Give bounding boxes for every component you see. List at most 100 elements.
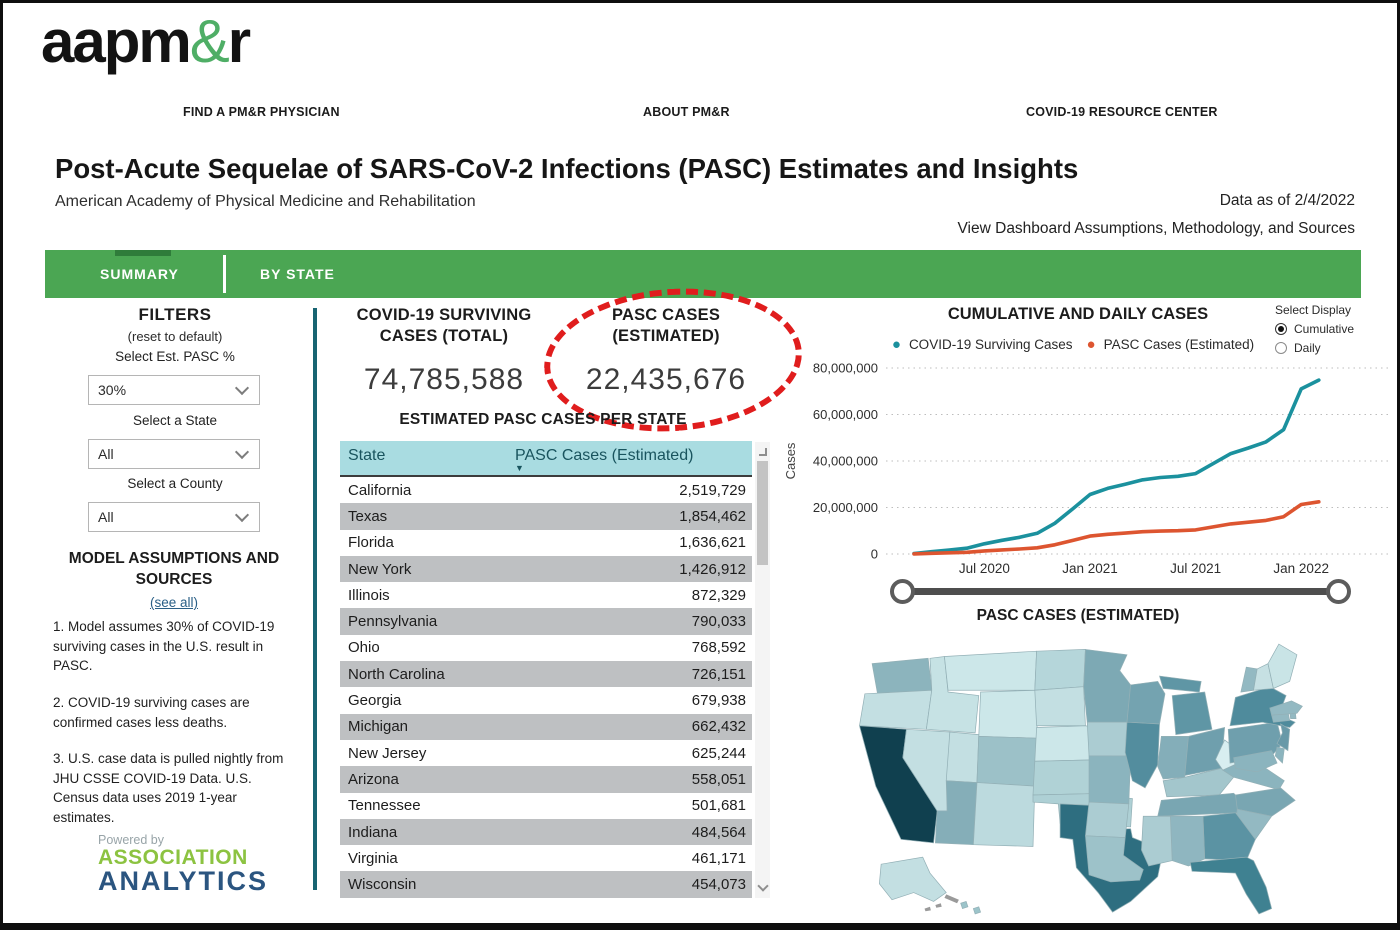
map-state-NM[interactable] bbox=[972, 782, 1036, 847]
map-state-AL[interactable] bbox=[1170, 815, 1206, 867]
kpi-surviving-value: 74,785,588 bbox=[363, 363, 525, 396]
map-state-HI[interactable] bbox=[972, 906, 982, 915]
table-row[interactable]: Michigan 662,432 bbox=[340, 713, 752, 740]
state-select[interactable]: All bbox=[88, 439, 260, 469]
pasc-percent-select[interactable]: 30% bbox=[88, 375, 260, 405]
slider-handle-left[interactable] bbox=[890, 579, 915, 604]
time-range-slider[interactable] bbox=[898, 588, 1335, 595]
map-state-MD[interactable] bbox=[1233, 750, 1278, 773]
table-row[interactable]: Texas 1,854,462 bbox=[340, 503, 752, 530]
logo-r: r bbox=[227, 8, 251, 75]
map-state-MO[interactable] bbox=[1088, 755, 1131, 805]
map-state-IL[interactable] bbox=[1124, 721, 1160, 789]
view-assumptions-link[interactable]: View Dashboard Assumptions, Methodology,… bbox=[957, 220, 1356, 237]
nav-about[interactable]: ABOUT PM&R bbox=[643, 105, 730, 119]
pasc-cases-cell: 1,636,621 bbox=[679, 534, 746, 552]
see-all-link[interactable]: (see all) bbox=[149, 595, 198, 610]
table-scrollbar-thumb[interactable] bbox=[757, 461, 768, 565]
aapmr-logo[interactable]: aapm&r bbox=[41, 7, 251, 76]
scroll-up-icon[interactable] bbox=[759, 448, 767, 456]
county-select-value: All bbox=[98, 509, 114, 525]
page-title: Post-Acute Sequelae of SARS-CoV-2 Infect… bbox=[55, 153, 1079, 184]
map-state-FL[interactable] bbox=[1189, 856, 1273, 915]
map-state-SD[interactable] bbox=[1034, 686, 1086, 727]
map-aleutian-islands bbox=[935, 903, 942, 908]
pasc-cases-cell: 454,073 bbox=[691, 876, 746, 894]
state-name-cell: Ohio bbox=[348, 639, 380, 657]
radio-daily-label: Daily bbox=[1294, 341, 1321, 355]
trend-chart: 0 20,000,000 40,000,000 60,000,000 80,000,00… bbox=[783, 361, 1389, 576]
column-header-state[interactable]: State bbox=[348, 447, 386, 464]
table-row[interactable]: Tennessee 501,681 bbox=[340, 793, 752, 819]
svg-text:40,000,000: 40,000,000 bbox=[813, 454, 878, 469]
map-state-OR[interactable] bbox=[859, 689, 933, 730]
table-row[interactable]: California 2,519,729 bbox=[340, 477, 752, 503]
map-state-MI[interactable] bbox=[1159, 675, 1202, 693]
map-state-ND[interactable] bbox=[1034, 649, 1086, 691]
map-state-WA[interactable] bbox=[871, 657, 933, 695]
table-row[interactable]: Indiana 484,564 bbox=[340, 818, 752, 846]
radio-selected-icon[interactable] bbox=[1275, 323, 1287, 335]
map-state-MA[interactable] bbox=[1269, 700, 1303, 716]
table-row[interactable]: New York 1,426,912 bbox=[340, 555, 752, 583]
kpi-pasc-label: PASC CASES (ESTIMATED) bbox=[611, 306, 721, 346]
scroll-down-icon[interactable] bbox=[757, 880, 769, 892]
map-state-AK[interactable] bbox=[878, 856, 947, 902]
tab-by-state[interactable]: BY STATE bbox=[260, 266, 335, 282]
map-state-WY[interactable] bbox=[978, 689, 1039, 739]
table-row[interactable]: Arizona 558,051 bbox=[340, 766, 752, 793]
map-state-MS[interactable] bbox=[1141, 815, 1173, 867]
pasc-cases-cell: 484,564 bbox=[691, 823, 746, 841]
table-row[interactable]: Wisconsin 454,073 bbox=[340, 871, 752, 898]
map-state-MN[interactable] bbox=[1083, 649, 1131, 723]
map-state-CO[interactable] bbox=[976, 736, 1037, 787]
chevron-down-icon bbox=[234, 380, 250, 396]
pasc-cases-cell: 768,592 bbox=[691, 639, 746, 657]
association-analytics-logo-line2: ANALYTICS bbox=[98, 866, 269, 896]
map-aleutian-islands bbox=[924, 906, 931, 912]
map-state-NJ[interactable] bbox=[1276, 723, 1291, 752]
column-header-pasc-cases[interactable]: PASC Cases (Estimated) bbox=[515, 447, 694, 464]
map-state-NC[interactable] bbox=[1235, 787, 1296, 817]
table-row[interactable]: North Carolina 726,151 bbox=[340, 661, 752, 688]
tab-summary[interactable]: SUMMARY bbox=[100, 266, 179, 282]
map-state-MT[interactable] bbox=[944, 650, 1037, 691]
nav-covid-resource-center[interactable]: COVID-19 RESOURCE CENTER bbox=[1026, 105, 1218, 119]
table-row[interactable]: Georgia 679,938 bbox=[340, 687, 752, 713]
state-select-label: Select a State bbox=[132, 413, 218, 428]
pasc-cases-cell: 726,151 bbox=[691, 665, 746, 683]
state-table-header[interactable]: State PASC Cases (Estimated) ▼ bbox=[340, 441, 752, 477]
table-row[interactable]: Virginia 461,171 bbox=[340, 845, 752, 871]
radio-cumulative[interactable]: Cumulative bbox=[1275, 322, 1354, 336]
map-state-ME[interactable] bbox=[1267, 643, 1298, 689]
map-state-HI[interactable] bbox=[960, 901, 969, 910]
pasc-cases-cell: 1,854,462 bbox=[679, 507, 746, 525]
radio-unselected-icon[interactable] bbox=[1275, 342, 1287, 354]
nav-find-physician[interactable]: FIND A PM&R PHYSICIAN bbox=[183, 105, 340, 119]
county-select[interactable]: All bbox=[88, 502, 260, 532]
table-row[interactable]: New Jersey 625,244 bbox=[340, 740, 752, 766]
map-state-OH[interactable] bbox=[1184, 727, 1226, 776]
map-state-DE[interactable] bbox=[1274, 746, 1285, 764]
state-name-cell: Arizona bbox=[348, 770, 399, 788]
trend-chart-legend: ● COVID-19 Surviving Cases ● PASC Cases … bbox=[848, 337, 1298, 352]
kpi-surviving-label: COVID-19 SURVIVING CASES (TOTAL) bbox=[356, 306, 532, 346]
map-state-AR[interactable] bbox=[1085, 801, 1130, 838]
table-row[interactable]: Pennsylvania 790,033 bbox=[340, 608, 752, 635]
table-row[interactable]: Florida 1,636,621 bbox=[340, 530, 752, 556]
map-state-LA[interactable] bbox=[1085, 835, 1144, 883]
table-row[interactable]: Ohio 768,592 bbox=[340, 635, 752, 661]
slider-handle-right[interactable] bbox=[1326, 579, 1351, 604]
map-state-IN[interactable] bbox=[1157, 736, 1189, 780]
map-state-MI[interactable] bbox=[1171, 691, 1213, 736]
table-row[interactable]: Illinois 872,329 bbox=[340, 582, 752, 608]
pasc-series-dot-icon: ● bbox=[1086, 336, 1096, 353]
trend-chart-title: CUMULATIVE AND DAILY CASES bbox=[947, 305, 1209, 323]
map-state-UT[interactable] bbox=[945, 731, 980, 783]
state-name-cell: New Jersey bbox=[348, 744, 427, 762]
filters-reset-link[interactable]: (reset to default) bbox=[127, 329, 223, 344]
radio-daily[interactable]: Daily bbox=[1275, 341, 1354, 355]
tab-divider bbox=[223, 255, 226, 293]
pasc-cases-cell: 1,426,912 bbox=[679, 560, 746, 578]
map-state-WI[interactable] bbox=[1126, 680, 1166, 725]
